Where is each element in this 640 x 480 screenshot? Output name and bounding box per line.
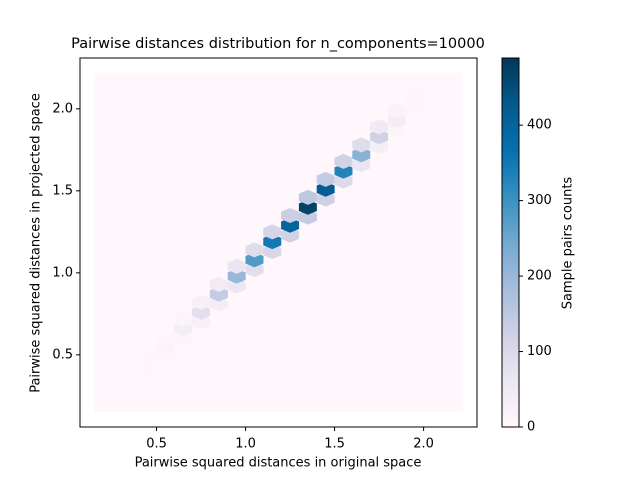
hex-cell xyxy=(227,258,246,274)
hex-cell xyxy=(316,191,335,207)
colorbar-tick-label: 100 xyxy=(527,344,552,359)
hex-cell xyxy=(245,262,264,278)
hex-cell xyxy=(370,129,389,145)
hex-cell xyxy=(192,314,211,330)
hex-cell xyxy=(281,227,300,243)
hex-cell xyxy=(245,242,264,258)
hex-cell xyxy=(334,163,353,179)
colorbar-tick-label: 400 xyxy=(527,118,552,133)
hex-cell xyxy=(227,268,246,284)
hex-cell xyxy=(316,181,335,197)
x-axis-label: Pairwise squared distances in original s… xyxy=(135,456,422,471)
y-tick-label: 1.5 xyxy=(52,183,73,198)
hex-cell xyxy=(156,339,175,355)
hex-cell xyxy=(387,112,406,128)
hex-cell xyxy=(352,157,371,173)
hex-cell xyxy=(370,139,389,155)
hex-cell xyxy=(405,84,424,100)
x-tick-label: 1.0 xyxy=(235,437,256,452)
hex-cell xyxy=(263,244,282,260)
hex-cell xyxy=(156,348,175,364)
hex-cell xyxy=(334,173,353,189)
hex-cell xyxy=(138,345,157,361)
hex-cell xyxy=(245,252,264,268)
hex-cell xyxy=(209,286,228,302)
hex-cell xyxy=(352,137,371,153)
hex-cell xyxy=(227,278,246,294)
hex-cell xyxy=(281,217,300,233)
y-tick-label: 1.0 xyxy=(52,265,73,280)
y-tick-label: 2.0 xyxy=(52,101,73,116)
chart-title: Pairwise distances distribution for n_co… xyxy=(71,36,485,52)
hex-cell xyxy=(298,189,317,205)
colorbar-tick-label: 200 xyxy=(527,269,552,284)
colorbar-label: Sample pairs counts xyxy=(561,177,576,310)
plot-frame xyxy=(79,57,478,428)
hex-cell xyxy=(298,199,317,215)
hex-cell xyxy=(209,296,228,312)
colorbar-tick-label: 0 xyxy=(527,420,535,435)
x-tick-label: 0.5 xyxy=(146,437,167,452)
colorbar xyxy=(501,57,520,428)
hex-cell xyxy=(209,276,228,292)
hex-cell xyxy=(281,207,300,223)
hex-cell xyxy=(192,294,211,310)
x-tick-label: 2.0 xyxy=(413,437,434,452)
hex-cell xyxy=(156,329,175,345)
hex-cell xyxy=(370,119,389,135)
hex-cell xyxy=(352,147,371,163)
hex-cell xyxy=(192,304,211,320)
hex-cell xyxy=(387,122,406,138)
hex-cell xyxy=(387,102,406,118)
hex-cell xyxy=(138,365,157,381)
hex-cell xyxy=(263,224,282,240)
hex-cell xyxy=(263,234,282,250)
y-tick-label: 0.5 xyxy=(52,347,73,362)
colorbar-tick-label: 300 xyxy=(527,193,552,208)
hex-cell xyxy=(138,355,157,371)
hex-cell xyxy=(405,94,424,110)
hex-cell xyxy=(334,153,353,169)
hex-cell xyxy=(298,209,317,225)
y-axis-label: Pairwise squared distances in projected … xyxy=(29,93,44,393)
hex-cell xyxy=(174,311,193,327)
hex-cell xyxy=(405,104,424,120)
hex-cell xyxy=(316,171,335,187)
hex-cell xyxy=(174,321,193,337)
hex-cell xyxy=(174,330,193,346)
x-tick-label: 1.5 xyxy=(324,437,345,452)
